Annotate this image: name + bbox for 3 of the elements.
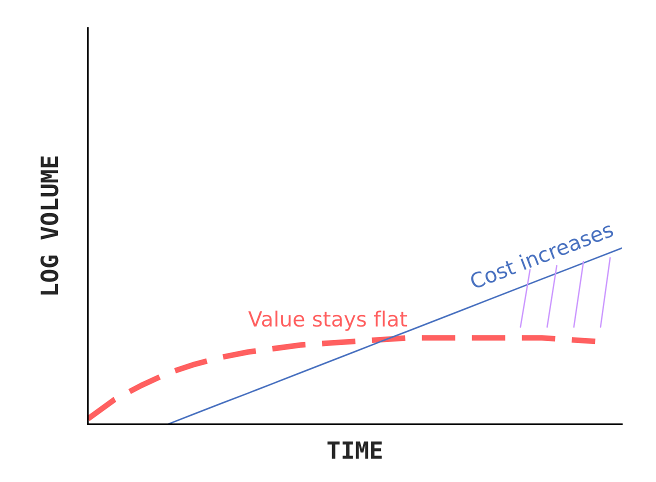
y-axis-title: LOG VOLUME [40,156,58,295]
series-label: Value stays flat [248,310,408,331]
x-axis-title: TIME [328,442,382,459]
